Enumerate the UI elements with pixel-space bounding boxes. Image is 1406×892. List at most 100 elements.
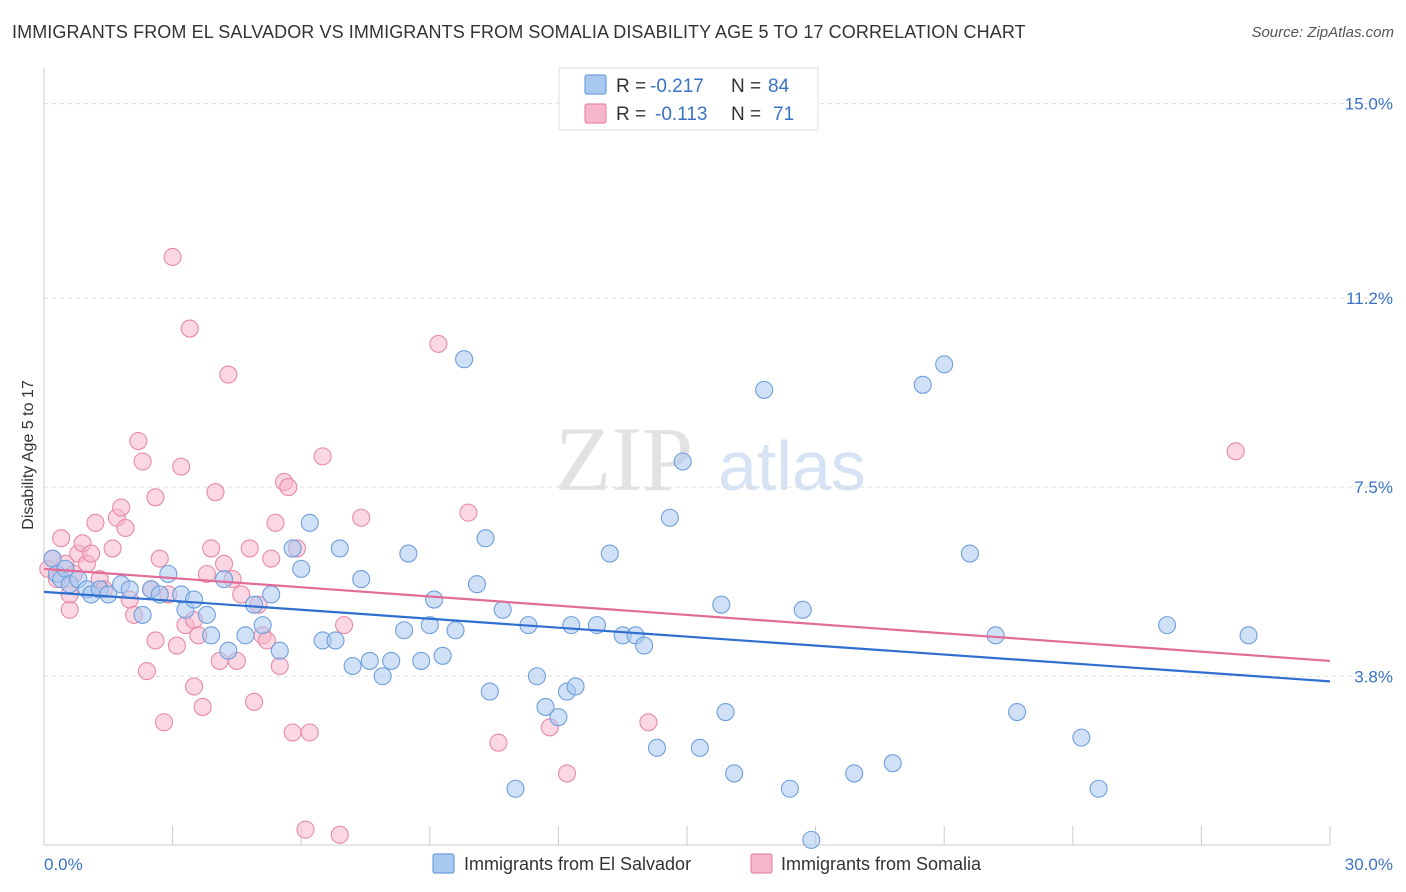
- trend-line-somalia: [43, 567, 1331, 663]
- data-point-el-salvador: [566, 677, 585, 696]
- x-tick-label: 0.0%: [44, 855, 83, 874]
- data-point-el-salvador: [184, 590, 204, 609]
- legend-n-label: N =: [731, 76, 761, 97]
- data-point-el-salvador: [300, 513, 319, 532]
- y-axis-title: Disability Age 5 to 17: [20, 380, 37, 530]
- data-point-el-salvador: [270, 641, 289, 660]
- data-point-somalia: [52, 529, 71, 548]
- data-point-somalia: [193, 697, 212, 716]
- data-point-el-salvador: [647, 738, 667, 757]
- trend-line-el-salvador: [43, 590, 1331, 683]
- data-point-el-salvador: [244, 595, 264, 614]
- data-point-somalia: [459, 503, 478, 522]
- data-point-el-salvador: [1072, 728, 1091, 747]
- data-point-somalia: [197, 564, 216, 584]
- data-point-el-salvador: [960, 544, 979, 563]
- data-point-somalia: [279, 478, 298, 497]
- legend-r-value: -0.217: [650, 76, 704, 97]
- chart-title: IMMIGRANTS FROM EL SALVADOR VS IMMIGRANT…: [12, 22, 1026, 42]
- data-point-el-salvador: [395, 621, 414, 640]
- y-tick-label: 7.5%: [1354, 478, 1393, 497]
- data-point-somalia: [557, 764, 577, 783]
- legend: R = -0.217 N = 84 R = -0.113 N = 71: [558, 67, 819, 131]
- data-point-somalia: [214, 554, 234, 573]
- axes: [43, 68, 1331, 846]
- x-tick-label: 30.0%: [1345, 855, 1393, 874]
- data-point-el-salvador: [913, 375, 932, 394]
- data-point-el-salvador: [673, 452, 692, 471]
- data-point-somalia: [133, 452, 152, 471]
- series-somalia-points: [39, 247, 1245, 844]
- legend-r-label: R =: [616, 76, 646, 97]
- data-point-somalia: [154, 713, 174, 732]
- data-point-el-salvador: [236, 626, 255, 645]
- data-point-el-salvador: [197, 605, 216, 624]
- legend-n-value: 84: [768, 76, 790, 97]
- data-point-somalia: [296, 820, 315, 839]
- legend-swatch-el-salvador: [584, 74, 607, 95]
- data-point-el-salvador: [262, 585, 281, 604]
- data-point-somalia: [232, 585, 251, 604]
- trend-lines: [43, 567, 1331, 683]
- data-point-el-salvador: [690, 738, 709, 757]
- data-point-el-salvador: [1239, 626, 1258, 645]
- data-point-somalia: [129, 431, 148, 451]
- data-point-el-salvador: [283, 539, 302, 558]
- data-point-el-salvador: [793, 600, 812, 619]
- data-point-somalia: [167, 636, 186, 655]
- bottom-legend-swatch-somalia: [750, 853, 773, 874]
- data-point-somalia: [300, 723, 319, 742]
- data-point-somalia: [489, 733, 508, 752]
- data-point-somalia: [146, 631, 165, 650]
- data-point-el-salvador: [433, 646, 452, 665]
- y-tick-label: 11.2%: [1346, 289, 1393, 308]
- y-tick-label: 3.8%: [1354, 667, 1393, 686]
- data-point-el-salvador: [202, 626, 221, 645]
- legend-n-value: 71: [773, 104, 794, 125]
- data-point-el-salvador: [536, 697, 555, 716]
- data-point-el-salvador: [120, 580, 139, 599]
- data-point-somalia: [313, 447, 332, 466]
- bottom-legend-label-el-salvador: Immigrants from El Salvador: [464, 854, 691, 874]
- data-point-el-salvador: [253, 616, 272, 635]
- data-point-el-salvador: [330, 539, 349, 558]
- data-point-somalia: [180, 319, 199, 338]
- data-point-somalia: [163, 247, 182, 267]
- data-point-el-salvador: [373, 667, 392, 686]
- data-point-somalia: [352, 508, 371, 527]
- data-point-el-salvador: [549, 708, 568, 727]
- data-point-somalia: [146, 488, 165, 507]
- data-point-somalia: [206, 483, 225, 502]
- data-point-el-salvador: [360, 651, 379, 670]
- data-point-somalia: [330, 825, 349, 844]
- data-point-el-salvador: [420, 616, 439, 635]
- data-point-el-salvador: [382, 651, 401, 670]
- bottom-legend-swatch-el-salvador: [432, 853, 455, 874]
- data-point-somalia: [639, 713, 658, 732]
- data-point-el-salvador: [935, 355, 954, 374]
- data-point-el-salvador: [716, 703, 735, 722]
- data-point-el-salvador: [476, 529, 495, 548]
- source-label: Source: ZipAtlas.com: [1251, 24, 1394, 41]
- watermark-zip: ZIP: [555, 408, 693, 510]
- data-point-el-salvador: [527, 667, 547, 686]
- data-point-el-salvador: [425, 590, 444, 609]
- data-point-somalia: [86, 513, 105, 532]
- data-point-el-salvador: [562, 616, 581, 635]
- data-point-el-salvador: [1158, 616, 1177, 635]
- data-point-el-salvador: [600, 544, 619, 563]
- data-point-somalia: [112, 498, 131, 517]
- bottom-legend-label-somalia: Immigrants from Somalia: [781, 854, 982, 874]
- data-point-somalia: [172, 457, 191, 476]
- data-point-el-salvador: [802, 830, 821, 849]
- data-point-el-salvador: [755, 380, 774, 399]
- data-point-somalia: [116, 518, 135, 538]
- data-point-el-salvador: [99, 585, 118, 604]
- data-point-somalia: [103, 539, 122, 558]
- watermark-atlas: atlas: [718, 427, 866, 505]
- legend-r-label: R =: [616, 104, 646, 125]
- data-point-el-salvador: [352, 570, 371, 589]
- data-point-el-salvador: [399, 544, 418, 563]
- data-point-somalia: [266, 513, 285, 532]
